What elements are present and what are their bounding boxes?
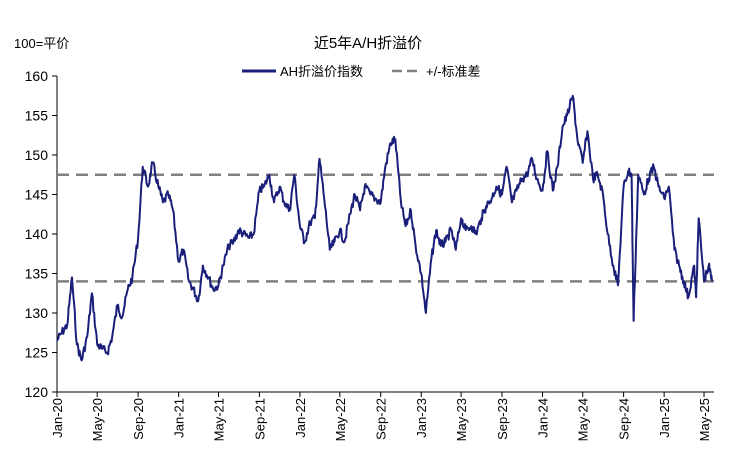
x-tick-label: May-23 — [454, 398, 469, 441]
x-axis-ticks: Jan-20 May-20 Sep-20 Jan-21 May-21 Sep-21 Jan-… — [50, 392, 712, 441]
x-tick-label: Sep-20 — [131, 398, 146, 440]
y-tick-label: 160 — [25, 68, 49, 84]
y-tick-label: 155 — [25, 108, 49, 124]
y-tick-label: 130 — [25, 305, 49, 321]
x-tick-label: Jan-20 — [50, 398, 65, 438]
x-tick-label: May-20 — [90, 398, 105, 441]
axes — [56, 76, 714, 393]
x-tick-label: Sep-22 — [374, 398, 389, 440]
y-tick-label: 135 — [25, 266, 49, 282]
series-line-ah-index — [56, 94, 713, 362]
y-tick-label: 120 — [25, 384, 49, 400]
x-tick-label: Jan-24 — [536, 398, 551, 438]
unit-label: 100=平价 — [14, 36, 69, 51]
x-tick-label: Sep-23 — [495, 398, 510, 440]
legend-label-index: AH折溢价指数 — [280, 64, 363, 79]
x-tick-label: Jan-25 — [657, 398, 672, 438]
y-tick-label: 140 — [25, 226, 49, 242]
x-tick-label: Sep-24 — [617, 398, 632, 440]
chart-title: 近5年A/H折溢价 — [314, 35, 422, 52]
x-tick-label: Jan-21 — [172, 398, 187, 438]
y-tick-label: 150 — [25, 147, 49, 163]
legend: AH折溢价指数 +/-标准差 — [242, 64, 481, 79]
x-tick-label: Jan-22 — [293, 398, 308, 438]
legend-label-std: +/-标准差 — [426, 64, 481, 79]
x-tick-label: May-24 — [576, 398, 591, 441]
x-tick-label: May-21 — [212, 398, 227, 441]
x-tick-label: Jan-23 — [414, 398, 429, 438]
x-tick-label: May-22 — [333, 398, 348, 441]
y-axis-ticks: 120 125 130 135 140 145 150 155 160 — [25, 68, 57, 400]
std-lines — [57, 173, 714, 283]
y-tick-label: 125 — [25, 345, 49, 361]
x-tick-label: Sep-21 — [252, 398, 267, 440]
y-tick-label: 145 — [25, 187, 49, 203]
x-tick-label: May-25 — [697, 398, 712, 441]
series-layer — [56, 94, 713, 362]
